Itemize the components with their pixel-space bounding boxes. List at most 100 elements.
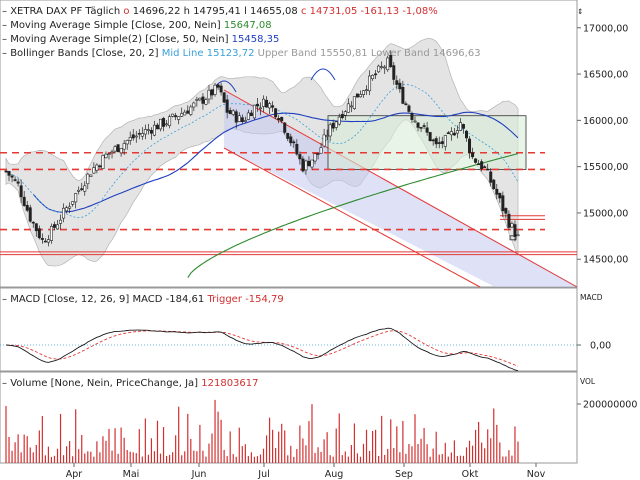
volume-axis-title: VOL xyxy=(580,377,596,386)
candle-body xyxy=(395,80,399,85)
legend-dash: – xyxy=(2,6,7,17)
candle-body xyxy=(474,158,478,163)
candle-body xyxy=(461,124,465,129)
candle-body xyxy=(243,120,247,122)
candle-body xyxy=(210,89,214,96)
price-tick-label: 15500,00 xyxy=(583,162,628,173)
sma50-label: Moving Average Simple(2) xyxy=(10,34,142,45)
candle-body xyxy=(52,224,56,228)
interval: Täglich xyxy=(84,6,120,17)
candle-body xyxy=(277,118,281,121)
candle-body xyxy=(483,166,487,168)
candle-body xyxy=(59,219,63,224)
macd-params: [Close, 12, 26, 9] xyxy=(43,294,129,305)
legend-dash: – xyxy=(2,48,7,59)
candle-body xyxy=(361,90,365,95)
candle-body xyxy=(165,123,169,126)
candle-body xyxy=(56,224,60,230)
candle-body xyxy=(449,131,453,136)
candle-body xyxy=(492,179,496,190)
candle-body xyxy=(128,137,132,141)
candle-body xyxy=(25,204,29,211)
bb-upper-label: Upper Band xyxy=(258,48,317,59)
candle-body xyxy=(131,134,135,139)
candle-body xyxy=(292,141,296,144)
candle-body xyxy=(386,57,390,71)
volume-tick-label: 200000000 xyxy=(583,400,637,411)
bb-label: Bollinger Bands xyxy=(10,48,88,59)
change-percent: -1,08% xyxy=(402,6,437,17)
macd-axis-title: MACD xyxy=(580,293,603,302)
candle-body xyxy=(16,181,20,184)
candle-body xyxy=(98,165,102,168)
candle-body xyxy=(410,113,414,120)
legend-dash: – xyxy=(2,20,7,31)
candle-body xyxy=(510,223,514,228)
candle-body xyxy=(231,110,235,115)
candle-body xyxy=(280,116,284,122)
candle-body xyxy=(383,66,387,69)
candle-body xyxy=(37,228,41,239)
candle-body xyxy=(428,132,432,142)
candle-body xyxy=(458,122,462,131)
candle-body xyxy=(268,103,272,109)
price-tick-label: 15000,00 xyxy=(583,208,628,219)
candle-body xyxy=(234,111,238,123)
candle-body xyxy=(74,193,78,203)
volume-params: [None, Nein, PriceChange, Ja] xyxy=(51,378,199,389)
candle-body xyxy=(177,116,181,120)
candle-body xyxy=(116,144,120,153)
candle-body xyxy=(46,239,50,243)
candle-body xyxy=(374,73,378,76)
sma200-line xyxy=(187,153,519,279)
candle-body xyxy=(146,129,150,131)
candle-body xyxy=(407,105,411,112)
price-tick-label: 14500,00 xyxy=(583,255,628,266)
x-tick-label: Sep xyxy=(395,469,413,480)
candle-body xyxy=(398,82,402,90)
candle-body xyxy=(431,139,435,142)
bb-params: [Close, 20, 2] xyxy=(92,48,159,59)
candle-body xyxy=(477,163,481,166)
top-arc-right xyxy=(310,68,336,81)
candle-body xyxy=(152,124,156,136)
candle-body xyxy=(198,97,202,101)
candle-body xyxy=(19,185,23,198)
candle-body xyxy=(443,135,447,147)
volume-bars xyxy=(5,399,519,463)
price-tick-label: 17000,00 xyxy=(583,23,628,34)
candle-body xyxy=(237,115,241,122)
legend-dash: – xyxy=(2,294,7,305)
price-tick-label: 16000,00 xyxy=(583,116,628,127)
candle-body xyxy=(249,112,253,117)
candle-body xyxy=(89,174,93,177)
candle-body xyxy=(213,84,217,95)
macd-lines xyxy=(0,327,577,372)
candle-body xyxy=(298,154,302,160)
candle-body xyxy=(307,160,311,167)
up-down-arrows-icon[interactable]: ⇕ xyxy=(577,7,583,16)
candle-body xyxy=(334,121,338,128)
x-tick-label: Mai xyxy=(123,469,140,480)
candle-body xyxy=(13,179,17,181)
candle-body xyxy=(471,152,475,158)
candle-body xyxy=(7,171,11,176)
candle-body xyxy=(368,75,372,92)
candle-body xyxy=(31,221,35,224)
candle-body xyxy=(504,208,508,214)
candle-body xyxy=(255,103,259,107)
candle-body xyxy=(225,99,229,113)
candle-body xyxy=(43,240,47,243)
candle-body xyxy=(480,161,484,170)
high-value: 14795,41 xyxy=(193,6,241,17)
candle-body xyxy=(71,201,75,205)
candle-body xyxy=(516,234,520,237)
candle-body xyxy=(174,115,178,118)
x-tick-label: Jul xyxy=(257,469,269,480)
candle-body xyxy=(207,89,211,100)
candle-body xyxy=(252,104,256,119)
macd-series-label: MACD xyxy=(132,294,162,305)
candle-body xyxy=(404,103,408,106)
candle-body xyxy=(328,124,332,137)
candle-body xyxy=(322,134,326,147)
